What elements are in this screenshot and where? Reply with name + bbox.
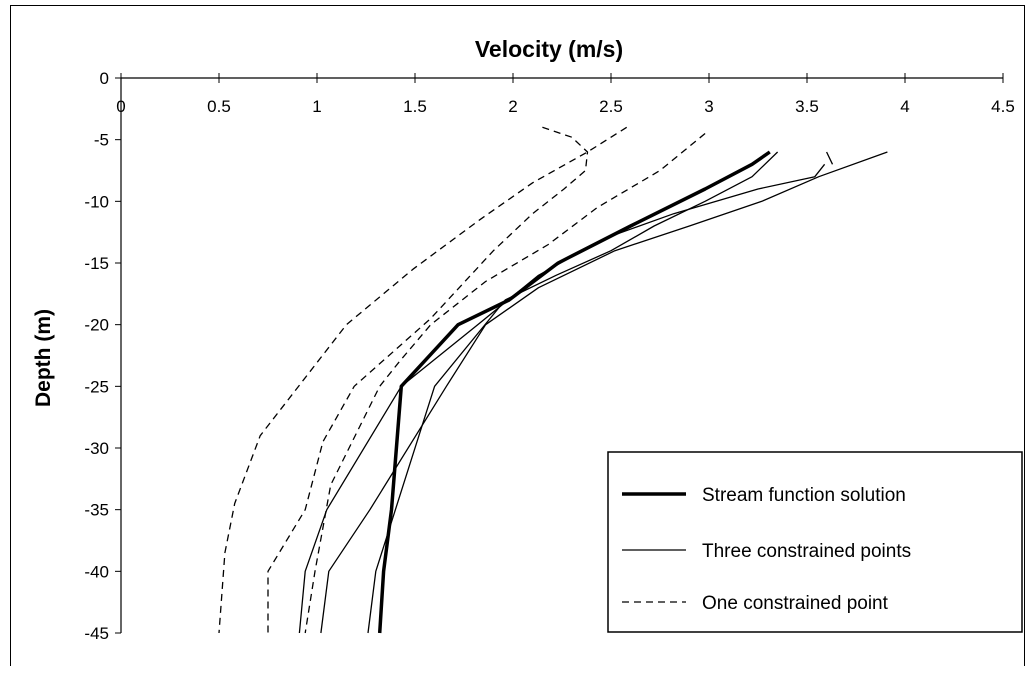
y-axis-label: Depth (m) xyxy=(32,309,55,407)
y-tick-label: -35 xyxy=(84,501,109,520)
x-tick-label: 1 xyxy=(312,97,321,116)
series-layer xyxy=(218,126,888,634)
x-tick-label: 2 xyxy=(508,97,517,116)
legend-label-stream-function: Stream function solution xyxy=(702,485,906,506)
legend-label-three-constrained: Three constrained points xyxy=(702,541,911,562)
series-line-5 xyxy=(304,132,706,634)
y-tick-label: -10 xyxy=(84,192,109,211)
y-tick-label: -40 xyxy=(84,562,109,581)
series-line-7 xyxy=(826,151,834,165)
series-line-2 xyxy=(320,151,888,634)
y-tick-label: 0 xyxy=(100,69,109,88)
x-tick-label: 1.5 xyxy=(403,97,427,116)
series-line-4 xyxy=(218,126,628,634)
x-tick-label: 4.5 xyxy=(991,97,1015,116)
series-line-6 xyxy=(267,126,589,633)
y-tick-label: -45 xyxy=(84,624,109,643)
axes: 0 0.5 1 1.5 2 2.5 3 3.5 4 4.5 0 -5 -10 -15 -20 -25 -30 -3… xyxy=(84,69,1014,643)
x-tick-label: 0.5 xyxy=(207,97,231,116)
y-tick-label: -15 xyxy=(84,254,109,273)
x-tick-label: 4 xyxy=(900,97,909,116)
x-tick-label: 2.5 xyxy=(599,97,623,116)
x-tick-label: 0 xyxy=(116,97,125,116)
y-tick-label: -30 xyxy=(84,439,109,458)
legend: Stream function solution Three constrain… xyxy=(607,451,1023,633)
x-tick-label: 3 xyxy=(704,97,713,116)
chart-title: Velocity (m/s) xyxy=(475,36,623,62)
series-line-1 xyxy=(367,151,779,634)
legend-label-one-constrained: One constrained point xyxy=(702,593,889,614)
y-tick-label: -25 xyxy=(84,377,109,396)
y-tick-label: -5 xyxy=(94,131,109,150)
series-line-3 xyxy=(298,163,826,634)
x-tick-label: 3.5 xyxy=(795,97,819,116)
y-tick-label: -20 xyxy=(84,316,109,335)
chart-frame xyxy=(10,5,1025,666)
